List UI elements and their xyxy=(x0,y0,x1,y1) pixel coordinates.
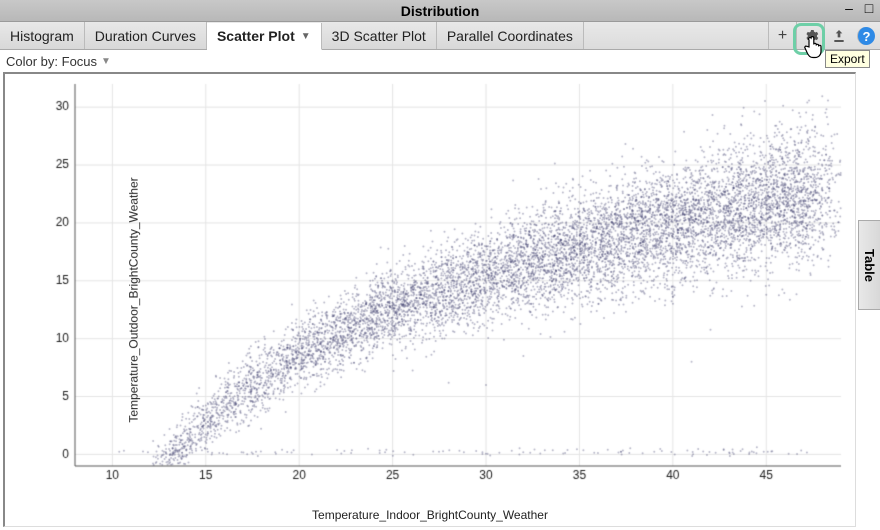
x-axis-label: Temperature_Indoor_BrightCounty_Weather xyxy=(312,508,548,522)
gear-icon xyxy=(803,28,819,44)
color-by-label: Color by: Focus xyxy=(6,54,97,69)
export-button[interactable] xyxy=(824,22,852,49)
tab-label: Duration Curves xyxy=(95,28,196,44)
tab-label: 3D Scatter Plot xyxy=(332,28,426,44)
minimize-button[interactable]: – xyxy=(842,2,856,16)
tab-label: Parallel Coordinates xyxy=(447,28,573,44)
titlebar: Distribution – □ xyxy=(0,0,880,22)
plus-icon: + xyxy=(778,27,787,45)
color-by-selector[interactable]: Color by: Focus ▼ xyxy=(0,50,880,72)
tab-parallel-coordinates[interactable]: Parallel Coordinates xyxy=(437,22,584,49)
tab-duration-curves[interactable]: Duration Curves xyxy=(85,22,207,49)
add-button[interactable]: + xyxy=(768,22,796,49)
chevron-down-icon: ▼ xyxy=(301,31,311,42)
y-axis-label: Temperature_Outdoor_BrightCounty_Weather xyxy=(127,177,141,422)
help-button[interactable]: ? xyxy=(857,27,875,45)
tab-scatter-plot[interactable]: Scatter Plot ▼ xyxy=(207,23,322,50)
tab-label: Scatter Plot xyxy=(217,28,295,44)
export-icon xyxy=(831,28,847,44)
scatter-chart[interactable] xyxy=(39,80,849,490)
tab-3d-scatter-plot[interactable]: 3D Scatter Plot xyxy=(322,22,437,49)
tooltip-text: Export xyxy=(830,52,865,66)
export-tooltip: Export xyxy=(825,50,870,68)
side-tab-label: Table xyxy=(862,249,877,282)
tab-histogram[interactable]: Histogram xyxy=(0,22,85,49)
tab-label: Histogram xyxy=(10,28,74,44)
maximize-button[interactable]: □ xyxy=(862,2,876,16)
help-icon: ? xyxy=(863,29,871,44)
settings-button[interactable] xyxy=(796,22,824,49)
window-title: Distribution xyxy=(401,3,480,19)
side-tab-table[interactable]: Table xyxy=(858,220,880,310)
view-tabs: Histogram Duration Curves Scatter Plot ▼… xyxy=(0,22,880,50)
plot-frame: Temperature_Outdoor_BrightCounty_Weather… xyxy=(3,72,856,527)
window-controls: – □ xyxy=(842,2,876,16)
chevron-down-icon: ▼ xyxy=(101,56,111,67)
